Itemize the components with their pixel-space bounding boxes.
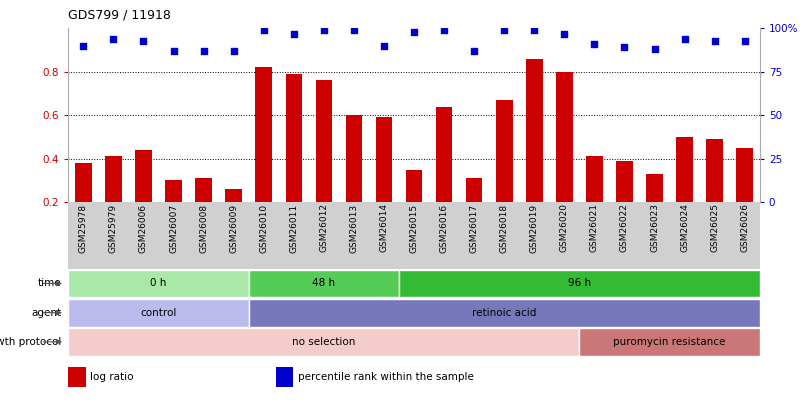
Point	[227, 48, 240, 54]
Bar	[165, 180, 181, 202]
Point	[257, 27, 270, 33]
Bar	[736, 148, 752, 202]
Bar	[225, 189, 242, 202]
Point	[77, 43, 90, 49]
Bar	[275, 367, 292, 387]
Bar	[556, 72, 572, 202]
Text: GSM26009: GSM26009	[229, 203, 238, 253]
Point	[137, 37, 149, 44]
Text: GSM26020: GSM26020	[559, 203, 569, 252]
Text: retinoic acid: retinoic acid	[471, 308, 536, 318]
Text: GSM26017: GSM26017	[469, 203, 478, 253]
Bar	[316, 81, 332, 202]
Text: growth protocol: growth protocol	[0, 337, 61, 347]
Text: GSM26007: GSM26007	[169, 203, 177, 253]
Bar	[68, 298, 248, 327]
Bar	[68, 328, 579, 356]
Bar	[255, 68, 271, 202]
Text: GSM26024: GSM26024	[679, 203, 688, 252]
Bar	[75, 163, 92, 202]
Bar	[345, 115, 361, 202]
Point	[528, 27, 540, 33]
Text: GSM26026: GSM26026	[740, 203, 748, 252]
Point	[737, 37, 750, 44]
Text: GSM26013: GSM26013	[349, 203, 358, 253]
Bar	[435, 107, 452, 202]
Text: GSM26022: GSM26022	[619, 203, 628, 252]
Point	[317, 27, 330, 33]
Point	[587, 41, 600, 47]
Text: GSM26019: GSM26019	[529, 203, 538, 253]
Text: no selection: no selection	[291, 337, 355, 347]
Text: puromycin resistance: puromycin resistance	[613, 337, 725, 347]
Text: 48 h: 48 h	[312, 279, 335, 288]
Text: GSM26012: GSM26012	[319, 203, 328, 252]
Point	[107, 36, 120, 42]
Point	[437, 27, 450, 33]
Bar	[285, 74, 302, 202]
Bar	[706, 139, 722, 202]
Text: GSM26018: GSM26018	[499, 203, 508, 253]
Point	[167, 48, 180, 54]
Point	[497, 27, 510, 33]
Text: log ratio: log ratio	[91, 372, 134, 382]
Bar	[585, 156, 602, 202]
Text: GSM26010: GSM26010	[259, 203, 268, 253]
Text: GSM26023: GSM26023	[650, 203, 658, 252]
Point	[557, 30, 570, 37]
Point	[467, 48, 480, 54]
Point	[377, 43, 390, 49]
Bar	[105, 156, 121, 202]
Bar	[68, 367, 86, 387]
Text: GSM26011: GSM26011	[289, 203, 298, 253]
Bar	[525, 59, 542, 202]
Bar	[615, 161, 632, 202]
Text: GSM25978: GSM25978	[79, 203, 88, 253]
Text: GSM26025: GSM26025	[709, 203, 719, 252]
Point	[618, 44, 630, 51]
Text: agent: agent	[31, 308, 61, 318]
Point	[647, 46, 660, 52]
Text: GSM26015: GSM26015	[409, 203, 418, 253]
Bar	[495, 100, 512, 202]
Point	[707, 37, 720, 44]
Bar	[195, 178, 212, 202]
Text: GSM26006: GSM26006	[139, 203, 148, 253]
Text: GSM26021: GSM26021	[589, 203, 598, 252]
Text: GSM25979: GSM25979	[108, 203, 118, 253]
Bar	[465, 178, 482, 202]
Text: time: time	[38, 279, 61, 288]
Bar	[135, 150, 152, 202]
Text: GSM26016: GSM26016	[439, 203, 448, 253]
Bar	[398, 269, 759, 298]
Text: 96 h: 96 h	[567, 279, 590, 288]
Bar	[646, 174, 662, 202]
Bar	[248, 298, 759, 327]
Bar	[406, 170, 422, 202]
Text: control: control	[141, 308, 177, 318]
Bar	[375, 117, 392, 202]
Bar	[248, 269, 398, 298]
Text: GDS799 / 11918: GDS799 / 11918	[68, 9, 171, 21]
Text: GSM26014: GSM26014	[379, 203, 388, 252]
Point	[407, 29, 420, 35]
Bar	[68, 269, 248, 298]
Text: GSM26008: GSM26008	[199, 203, 208, 253]
Bar	[675, 137, 692, 202]
Text: percentile rank within the sample: percentile rank within the sample	[298, 372, 473, 382]
Bar	[68, 202, 759, 269]
Text: 0 h: 0 h	[150, 279, 166, 288]
Point	[197, 48, 210, 54]
Point	[678, 36, 691, 42]
Bar	[579, 328, 759, 356]
Point	[347, 27, 360, 33]
Point	[287, 30, 300, 37]
